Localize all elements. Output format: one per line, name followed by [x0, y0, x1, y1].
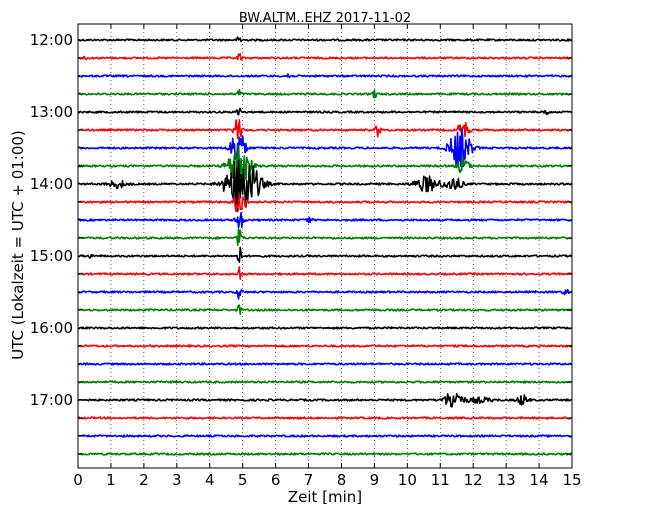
trace-1545 [77, 304, 573, 316]
trace-1430 [77, 211, 573, 229]
trace-1500 [77, 246, 573, 264]
trace-1300 [77, 107, 573, 116]
trace-1215 [77, 52, 573, 61]
y-axis-label: UTC (Lokalzeit = UTC + 01:00) [9, 130, 27, 360]
trace-1700 [77, 393, 573, 408]
chart-title: BW.ALTM..EHZ 2017-11-02 [238, 11, 412, 26]
trace-1630 [77, 362, 573, 366]
x-tick-label: 12 [464, 471, 483, 489]
trace-1400 [77, 159, 573, 212]
trace-1330 [77, 127, 573, 168]
x-axis-label: Zeit [min] [287, 488, 363, 506]
x-tick-label: 11 [431, 471, 450, 489]
x-tick-label: 8 [337, 471, 347, 489]
trace-1715 [77, 416, 573, 420]
y-tick-label: 12:00 [30, 31, 73, 49]
x-tick-label: 0 [73, 471, 83, 489]
x-tick-label: 6 [271, 471, 281, 489]
y-tick-label: 16:00 [30, 319, 73, 337]
trace-1615 [77, 344, 573, 348]
x-tick-label: 13 [497, 471, 516, 489]
x-tick-label: 14 [530, 471, 549, 489]
y-tick-label: 15:00 [30, 247, 73, 265]
trace-1600 [77, 326, 573, 330]
trace-1200 [77, 36, 573, 43]
x-tick-label: 1 [106, 471, 116, 489]
trace-1230 [77, 73, 573, 79]
trace-1345 [77, 144, 573, 182]
trace-1515 [77, 266, 573, 280]
x-tick-label: 9 [370, 471, 380, 489]
x-tick-label: 2 [139, 471, 149, 489]
trace-1315 [77, 119, 573, 140]
y-tick-label: 14:00 [30, 175, 73, 193]
trace-1245 [77, 88, 573, 99]
plot-frame [77, 23, 573, 469]
y-tick-label: 13:00 [30, 103, 73, 121]
trace-1745 [77, 452, 573, 456]
x-tick-label: 10 [398, 471, 417, 489]
trace-1445 [77, 228, 573, 247]
y-tick-label: 17:00 [30, 391, 73, 409]
x-tick-label: 7 [304, 471, 314, 489]
x-tick-label: 3 [172, 471, 182, 489]
x-tick-label: 5 [238, 471, 248, 489]
trace-1730 [77, 434, 573, 438]
trace-1645 [77, 380, 573, 384]
trace-1530 [77, 289, 573, 300]
x-tick-label: 4 [205, 471, 215, 489]
trace-1415 [77, 193, 573, 213]
x-tick-label: 15 [562, 471, 581, 489]
